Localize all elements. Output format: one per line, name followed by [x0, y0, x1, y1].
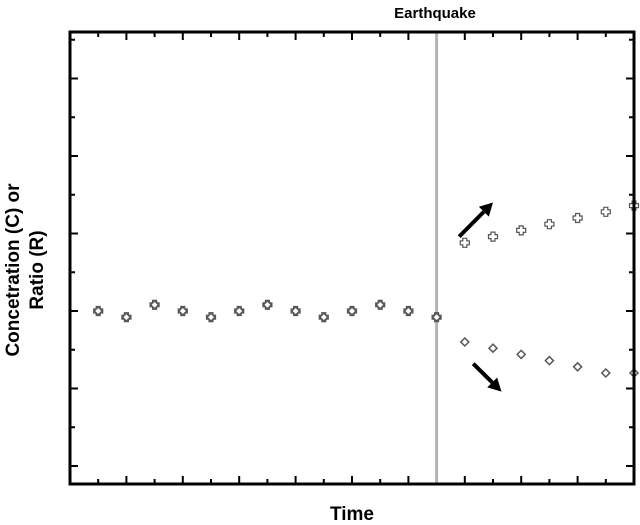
- x-axis-label: Time: [330, 504, 374, 525]
- plot-area-frame: [68, 30, 636, 486]
- diamond-marker: [177, 305, 188, 317]
- diamond-marker: [346, 305, 358, 317]
- diamond-marker: [121, 312, 132, 323]
- y-axis-label-line2: Ratio (R): [27, 230, 48, 309]
- trend-up-arrow: [457, 202, 493, 239]
- plus-marker: [487, 231, 499, 242]
- diamond-marker: [572, 361, 583, 372]
- diamond-marker: [600, 367, 611, 379]
- axis-ticks: [70, 32, 634, 484]
- diamond-marker: [290, 305, 301, 317]
- diamond-marker: [205, 312, 217, 323]
- diamond-marker: [403, 305, 414, 317]
- plus-marker: [459, 237, 470, 248]
- diamond-marker: [234, 305, 245, 317]
- plus-marker: [572, 212, 583, 224]
- plus-marker: [516, 225, 527, 236]
- diamond-marker: [149, 299, 160, 310]
- trend-arrows: [457, 202, 502, 392]
- y-axis-label-line1: Concetration (C) or: [3, 183, 24, 357]
- diamond-marker: [262, 299, 273, 310]
- diamond-marker: [375, 299, 386, 310]
- diamond-marker: [318, 312, 329, 323]
- diamond-marker: [487, 343, 499, 354]
- diamond-marker: [544, 355, 555, 366]
- trend-down-arrow: [471, 362, 502, 392]
- diamond-marker: [516, 349, 527, 360]
- diamond-marker: [459, 336, 470, 348]
- plus-marker: [544, 219, 555, 230]
- earthquake-label: Earthquake: [394, 5, 476, 22]
- plus-marker: [600, 206, 611, 217]
- diamond-marker: [431, 312, 442, 323]
- data-marks: [93, 200, 640, 379]
- diamond-marker: [93, 305, 104, 317]
